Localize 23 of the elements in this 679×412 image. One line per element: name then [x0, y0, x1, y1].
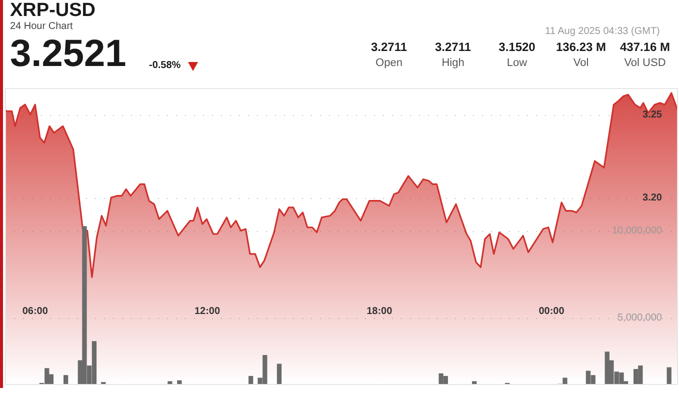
y-tick-label: 3.25 — [642, 109, 662, 120]
x-tick-label: 12:00 — [194, 306, 220, 317]
text: 136.23 M — [554, 40, 608, 54]
chart-title: XRP-USD — [10, 0, 96, 22]
text: 437.16 M — [618, 40, 672, 54]
y2-tick-label: 10,000,000 — [612, 226, 662, 237]
y2-tick-label: 5,000,000 — [618, 312, 662, 324]
chart-subtitle: 24 Hour Chart — [10, 21, 73, 32]
text: 3.2711 — [370, 40, 408, 54]
text: Open — [374, 57, 404, 69]
x-tick-label: 00:00 — [538, 306, 565, 317]
text: 11 Aug 2025 04:33 (GMT) — [545, 26, 660, 37]
text: -0.58% — [149, 60, 181, 71]
text: 3.1520 — [498, 40, 536, 54]
text: 3.2711 — [434, 40, 472, 54]
x-tick-label: 06:00 — [22, 306, 48, 317]
text: 3.2521 — [10, 33, 126, 75]
y-tick-label: 3.20 — [642, 192, 662, 204]
x-tick-label: 18:00 — [366, 306, 393, 317]
text: High — [440, 57, 466, 69]
text: Vol — [572, 57, 590, 69]
text: Low — [506, 57, 528, 69]
text: Vol USD — [623, 57, 667, 69]
